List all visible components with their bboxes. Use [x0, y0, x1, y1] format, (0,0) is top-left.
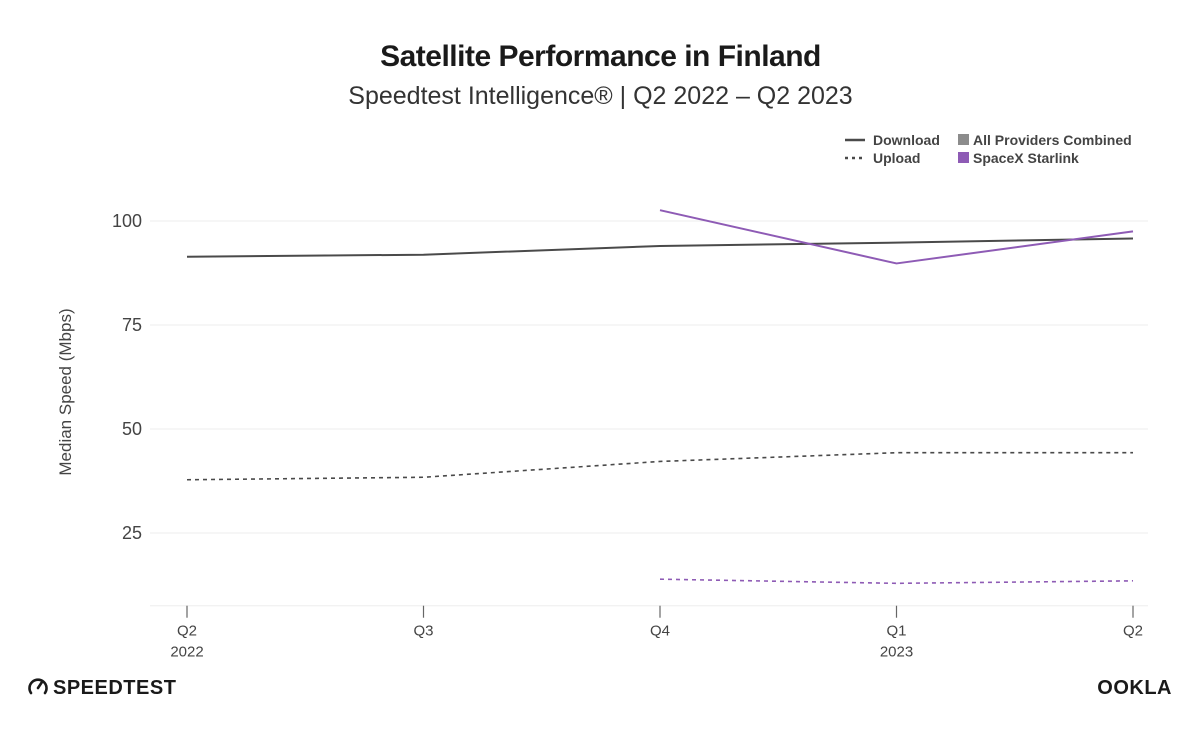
ookla-logo: OOKLA — [1097, 677, 1172, 699]
x-tick-year-label: 2023 — [880, 644, 913, 661]
series-line-all-providers-combined-upload — [186, 451, 1133, 481]
y-tick-label: 25 — [122, 523, 142, 543]
legend: Download Upload All Providers Combined S… — [845, 132, 1132, 166]
speedometer-icon — [28, 678, 48, 695]
series-line-spacex-starlink-download — [659, 209, 1134, 265]
x-tick-label: Q1 — [886, 623, 906, 640]
x-axis: Q2 2022 Q3 Q4 Q1 2023 Q2 — [150, 605, 1148, 661]
x-tick-label: Q3 — [413, 623, 433, 640]
speedtest-logo: SPEEDTEST — [28, 677, 176, 699]
grid-lines — [150, 220, 1148, 534]
legend-all-providers-label: All Providers Combined — [973, 132, 1132, 148]
legend-starlink-label: SpaceX Starlink — [973, 150, 1079, 166]
y-axis-ticks: 25 50 75 100 — [112, 211, 142, 543]
series-line-all-providers-combined-download — [186, 237, 1134, 258]
y-tick-label: 75 — [122, 315, 142, 335]
series-line-spacex-starlink-upload — [659, 578, 1134, 585]
y-tick-label: 50 — [122, 419, 142, 439]
x-tick-label: Q2 — [1123, 623, 1143, 640]
legend-upload-label: Upload — [873, 150, 920, 166]
x-tick-year-label: 2022 — [170, 644, 203, 661]
chart-subtitle: Speedtest Intelligence® | Q2 2022 – Q2 2… — [348, 82, 853, 110]
legend-starlink-swatch — [958, 152, 969, 163]
legend-download-label: Download — [873, 132, 940, 148]
x-tick-label: Q4 — [650, 623, 670, 640]
speedtest-wordmark: SPEEDTEST — [53, 677, 176, 699]
chart-title: Satellite Performance in Finland — [380, 40, 821, 73]
x-tick-label: Q2 — [177, 623, 197, 640]
y-tick-label: 100 — [112, 211, 142, 231]
y-axis-label: Median Speed (Mbps) — [56, 308, 75, 475]
series-lines — [186, 209, 1134, 585]
legend-all-providers-swatch — [958, 134, 969, 145]
